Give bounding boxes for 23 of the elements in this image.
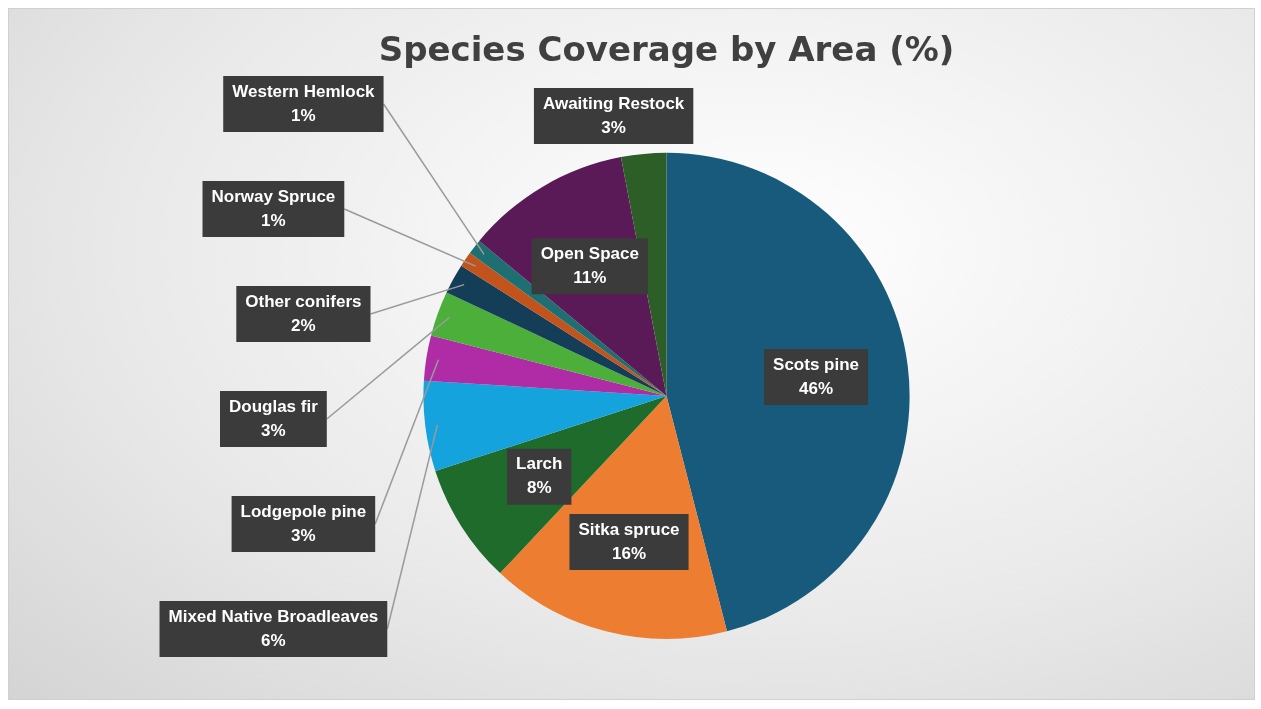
data-label: 11% xyxy=(573,267,607,287)
slice-label: Open Space xyxy=(540,243,639,263)
slice-label: Scots pine xyxy=(773,354,860,374)
data-label: 6% xyxy=(261,630,286,650)
slice-label: Other conifers xyxy=(245,291,362,311)
data-label: 3% xyxy=(601,117,626,137)
slice-label: Awaiting Restock xyxy=(542,93,685,113)
data-label: 1% xyxy=(291,105,316,125)
chart-title: Species Coverage by Area (%) xyxy=(378,29,955,70)
data-label: 2% xyxy=(291,315,316,335)
slice-label: Mixed Native Broadleaves xyxy=(168,606,379,626)
slice-label: Western Hemlock xyxy=(232,81,376,101)
slice-label: Norway Spruce xyxy=(211,186,336,206)
slice-label: Larch xyxy=(516,454,563,474)
slice-label: Lodgepole pine xyxy=(240,501,367,521)
slice-label: Sitka spruce xyxy=(578,519,680,539)
data-label: 3% xyxy=(291,525,316,545)
data-label: 16% xyxy=(612,543,647,563)
data-label: 8% xyxy=(526,478,552,498)
data-label: 1% xyxy=(261,210,286,230)
data-label: 3% xyxy=(261,420,286,440)
data-label: 46% xyxy=(799,378,834,398)
slice-label: Douglas fir xyxy=(229,396,319,416)
